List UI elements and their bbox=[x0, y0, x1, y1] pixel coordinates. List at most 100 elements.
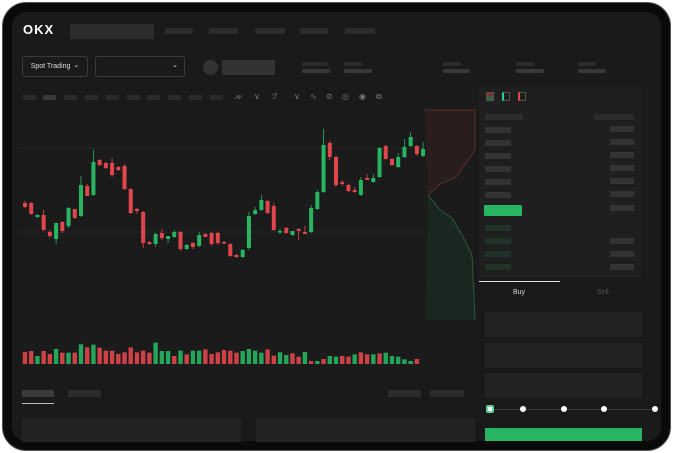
volume-bar bbox=[29, 351, 34, 364]
slider-step[interactable] bbox=[601, 406, 607, 412]
candle-body bbox=[234, 255, 239, 257]
candle-body bbox=[178, 232, 183, 249]
ask-price[interactable] bbox=[485, 127, 511, 133]
volume-bar bbox=[327, 356, 332, 364]
chart-type-icon[interactable]: ∨ bbox=[254, 92, 260, 101]
candle-body bbox=[352, 190, 357, 192]
bid-price[interactable] bbox=[485, 238, 511, 244]
candle-body bbox=[159, 233, 164, 238]
trend-line-icon[interactable]: ∿ bbox=[310, 92, 317, 101]
volume-bar bbox=[165, 351, 171, 364]
camera-icon[interactable]: ◉ bbox=[359, 92, 366, 101]
amount-input[interactable] bbox=[485, 343, 642, 368]
filter-button[interactable] bbox=[430, 390, 464, 397]
candle-body bbox=[141, 212, 146, 243]
timeframe-button[interactable] bbox=[85, 95, 98, 100]
fullscreen-icon[interactable]: ⧉ bbox=[376, 92, 382, 101]
volume-bar bbox=[408, 361, 413, 364]
volume-bar bbox=[78, 344, 84, 364]
timeframe-button[interactable] bbox=[127, 95, 140, 100]
stat-value bbox=[443, 69, 470, 73]
nav-item[interactable] bbox=[165, 28, 193, 34]
bid-price[interactable] bbox=[485, 264, 511, 270]
ask-amount[interactable] bbox=[610, 126, 634, 132]
buy-button[interactable] bbox=[485, 428, 642, 441]
market-type-dropdown[interactable]: Spot Trading ⌄ bbox=[22, 56, 88, 77]
book-asks-icon[interactable] bbox=[518, 92, 526, 101]
total-input[interactable] bbox=[485, 373, 642, 398]
bid-price[interactable] bbox=[485, 251, 511, 257]
timeframe-button[interactable] bbox=[147, 95, 160, 100]
leverage-slider[interactable] bbox=[489, 409, 655, 410]
tab-open-orders[interactable] bbox=[22, 390, 54, 397]
ask-price[interactable] bbox=[485, 192, 511, 198]
chevron-down-icon[interactable]: ∨ bbox=[294, 92, 300, 101]
slider-step[interactable] bbox=[561, 406, 567, 412]
slider-step[interactable] bbox=[652, 406, 658, 412]
ask-amount[interactable] bbox=[610, 191, 634, 197]
ask-amount[interactable] bbox=[610, 205, 634, 211]
indicator-icon[interactable]: ⩘⩗ bbox=[234, 92, 244, 101]
tab-sell[interactable]: Sell bbox=[597, 289, 609, 296]
candle-body bbox=[408, 137, 413, 146]
fx-icon[interactable]: ℱ bbox=[272, 92, 279, 101]
pencil-icon[interactable]: ⊘ bbox=[326, 92, 333, 101]
ask-amount[interactable] bbox=[610, 165, 634, 171]
bid-amount[interactable] bbox=[610, 264, 634, 270]
nav-item[interactable] bbox=[255, 28, 285, 34]
candle-body bbox=[383, 146, 388, 159]
ask-price[interactable] bbox=[485, 140, 511, 146]
book-both-icon[interactable] bbox=[486, 92, 494, 101]
bid-amount[interactable] bbox=[610, 251, 634, 257]
book-bids-icon[interactable] bbox=[502, 92, 510, 101]
candle-body bbox=[265, 201, 270, 213]
nav-item[interactable] bbox=[345, 28, 375, 34]
bid-amount[interactable] bbox=[610, 238, 634, 244]
timeframe-button[interactable] bbox=[64, 95, 77, 100]
volume-bar bbox=[128, 347, 133, 364]
volume-bar bbox=[265, 349, 270, 364]
timeframe-button[interactable] bbox=[168, 95, 181, 100]
tab-order-history[interactable] bbox=[68, 390, 101, 397]
timeframe-button[interactable] bbox=[23, 95, 36, 100]
settings-icon[interactable]: ◎ bbox=[342, 92, 349, 101]
ask-price[interactable] bbox=[485, 166, 511, 172]
timeframe-button[interactable] bbox=[189, 95, 202, 100]
timeframe-button[interactable] bbox=[106, 95, 119, 100]
ask-amount[interactable] bbox=[610, 152, 634, 158]
candle-body bbox=[41, 215, 46, 230]
ask-amount[interactable] bbox=[610, 139, 634, 145]
search-input[interactable] bbox=[70, 24, 154, 39]
filter-button[interactable] bbox=[388, 390, 421, 397]
nav-item[interactable] bbox=[300, 28, 328, 34]
candle-body bbox=[302, 232, 307, 234]
candle-body bbox=[172, 232, 177, 237]
volume-bar bbox=[228, 350, 233, 364]
nav-item[interactable] bbox=[209, 28, 238, 34]
ask-amount[interactable] bbox=[610, 178, 634, 184]
candle-body bbox=[358, 180, 363, 195]
slider-handle[interactable] bbox=[486, 405, 494, 413]
price-input[interactable] bbox=[485, 312, 642, 337]
candle-body bbox=[271, 206, 276, 230]
volume-bar bbox=[159, 351, 165, 364]
volume-bar bbox=[209, 354, 214, 364]
candle-body bbox=[365, 178, 370, 180]
timeframe-button[interactable] bbox=[210, 95, 223, 100]
ask-price[interactable] bbox=[485, 153, 511, 159]
candle-body bbox=[278, 231, 283, 233]
candle-body bbox=[190, 243, 195, 247]
candle-body bbox=[253, 210, 258, 214]
slider-step[interactable] bbox=[520, 406, 526, 412]
pair-dropdown[interactable]: ⌄ bbox=[95, 56, 185, 77]
volume-bar bbox=[72, 352, 77, 364]
candle-body bbox=[110, 163, 115, 175]
tab-buy[interactable]: Buy bbox=[513, 289, 526, 296]
okx-logo[interactable]: OKX bbox=[23, 22, 55, 37]
bid-price[interactable] bbox=[485, 225, 511, 231]
ask-price[interactable] bbox=[485, 179, 511, 185]
candle-body bbox=[396, 157, 401, 167]
timeframe-button-active[interactable] bbox=[43, 95, 56, 100]
stat-label bbox=[516, 62, 534, 66]
